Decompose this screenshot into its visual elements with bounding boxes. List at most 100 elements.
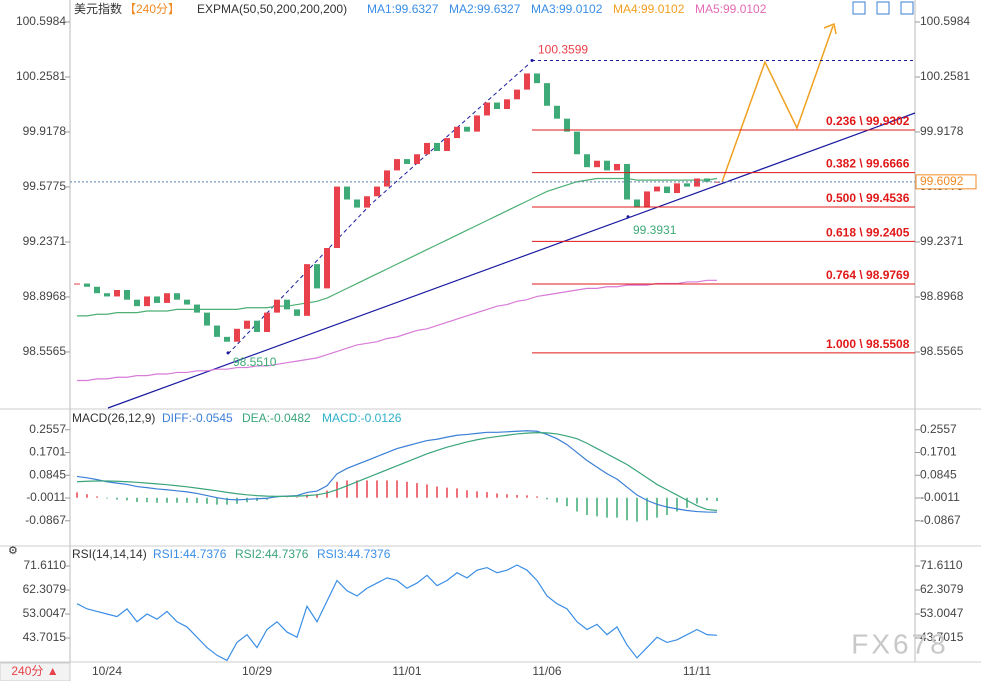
candle — [114, 289, 120, 297]
macd-bar — [296, 497, 298, 498]
macd-bar — [206, 497, 208, 504]
toolbar-icon[interactable] — [900, 1, 914, 15]
period-button-label[interactable]: 240分 ▲ — [11, 664, 58, 678]
macd-bar — [696, 497, 698, 504]
candle — [304, 264, 310, 316]
candle — [214, 325, 220, 337]
current-price-box — [915, 174, 977, 190]
candle — [574, 131, 580, 155]
y-tick-label: 43.7015 — [23, 630, 67, 644]
macd-bar — [86, 494, 88, 498]
macd-bar — [386, 480, 388, 498]
legend-entry: DEA:-0.0482 — [242, 411, 311, 425]
macd-bar — [656, 497, 658, 518]
y-tick-label-right: 98.8968 — [920, 289, 964, 303]
macd-bar — [356, 480, 358, 498]
candle — [324, 247, 330, 289]
candle — [484, 102, 490, 116]
macd-bar — [216, 497, 218, 505]
price-annotation: 99.3931 — [633, 223, 677, 237]
macd-bar — [426, 484, 428, 498]
macd-bar — [706, 497, 708, 501]
annotation-point — [226, 351, 230, 355]
ma-label: MA4:99.0102 — [613, 2, 685, 16]
candle — [694, 178, 700, 187]
candle — [584, 154, 590, 168]
macd-bar — [456, 488, 458, 498]
y-tick-label-right: -0.0011 — [920, 490, 960, 504]
y-tick-label-right: 0.1701 — [920, 445, 957, 459]
y-tick-label-right: 99.9178 — [920, 124, 964, 138]
symbol: 美元指数 — [74, 1, 122, 16]
macd-bar — [486, 492, 488, 498]
candle — [664, 186, 670, 194]
fib-label: 1.000 \ 98.5508 — [826, 337, 910, 351]
toolbar-icon[interactable] — [876, 1, 890, 15]
ma-line — [77, 279, 717, 382]
candle — [264, 312, 270, 333]
macd-bar — [146, 497, 148, 503]
period[interactable]: 【240分】 — [124, 2, 180, 16]
candle — [704, 178, 710, 182]
macd-line — [76, 431, 718, 512]
candle — [384, 170, 390, 187]
candle — [294, 309, 300, 316]
y-tick-label: -0.0011 — [26, 490, 66, 504]
macd-bar — [606, 497, 608, 518]
macd-bar — [716, 497, 718, 502]
macd-bar — [376, 480, 378, 498]
candle — [494, 102, 500, 110]
candle — [424, 142, 430, 155]
y-tick-label: 71.6110 — [24, 558, 67, 572]
period-button[interactable] — [0, 662, 71, 681]
toolbar-icon[interactable] — [852, 1, 866, 15]
arrow-head — [823, 22, 837, 35]
candle — [84, 283, 90, 287]
macd-bar — [406, 481, 408, 498]
candle — [104, 293, 110, 297]
toolbar[interactable] — [852, 1, 914, 15]
candle — [364, 196, 370, 208]
y-tick-label: 98.5565 — [23, 344, 67, 358]
macd-bar — [416, 483, 418, 498]
macd-bar — [626, 497, 628, 521]
y-tick-label: 62.3079 — [23, 582, 67, 596]
y-tick-label: 0.2557 — [29, 422, 66, 436]
candle — [344, 186, 350, 200]
y-tick-label: 99.2371 — [23, 234, 67, 248]
macd-bar — [586, 497, 588, 515]
settings-icon[interactable]: ⚙ — [8, 545, 18, 557]
y-tick-label-right: 62.3079 — [920, 582, 964, 596]
candle — [274, 299, 280, 313]
macd-bar — [186, 497, 188, 503]
candle — [144, 296, 150, 307]
candle — [174, 293, 180, 300]
y-tick-label: 99.9178 — [23, 124, 67, 138]
panel-title: MACD(26,12,9) — [72, 411, 155, 425]
annotation-point — [530, 59, 534, 63]
macd-bar — [506, 494, 508, 498]
candle — [204, 312, 210, 326]
macd-bar — [666, 497, 668, 515]
ma-label: MA1:99.6327 — [367, 2, 439, 16]
y-tick-label: 53.0047 — [23, 606, 67, 620]
indicator: EXPMA(50,50,200,200,200) — [197, 2, 347, 16]
candle — [74, 283, 80, 285]
y-tick-label: 100.5984 — [16, 14, 66, 28]
fib-label: 0.500 \ 99.4536 — [826, 191, 910, 205]
candle — [444, 138, 450, 152]
projection-arrow — [721, 25, 834, 183]
candle — [224, 336, 230, 342]
candle — [334, 186, 340, 248]
y-tick-label-right: 98.5565 — [920, 344, 964, 358]
candle — [454, 126, 460, 139]
candle — [544, 83, 550, 106]
x-tick-label: 10/29 — [242, 664, 272, 678]
y-tick-label: -0.0867 — [25, 513, 66, 527]
macd-bar — [526, 495, 528, 498]
macd-bar — [546, 497, 548, 500]
macd-line — [76, 430, 718, 513]
y-tick-label: 0.0845 — [29, 467, 66, 481]
